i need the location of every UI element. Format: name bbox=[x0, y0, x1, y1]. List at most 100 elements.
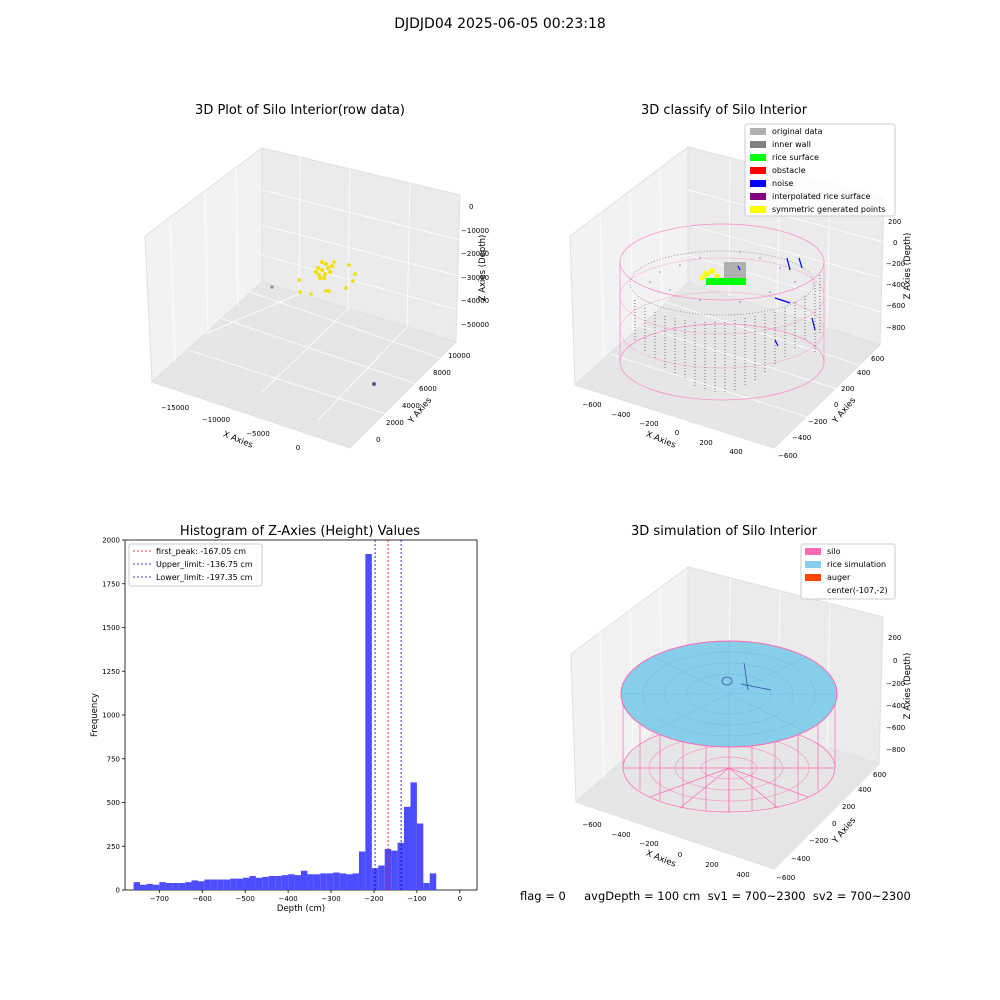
histogram-bar bbox=[404, 806, 411, 890]
raw-ytick: 10000 bbox=[448, 352, 470, 360]
legend-label: auger bbox=[827, 573, 851, 582]
histogram-bar bbox=[307, 874, 314, 890]
raw-ztick: −10000 bbox=[461, 227, 489, 235]
simulation-ytick: 600 bbox=[873, 771, 886, 779]
raw-y-axis-label: Y Axies bbox=[406, 395, 434, 426]
classify-symmetric-points bbox=[699, 268, 720, 281]
legend-label: rice simulation bbox=[827, 560, 886, 569]
classify-ztick: −200 bbox=[886, 260, 905, 268]
histogram-xtick-label: −600 bbox=[193, 895, 212, 903]
classify-ztick: −600 bbox=[886, 302, 905, 310]
raw-ztick: −50000 bbox=[461, 321, 489, 329]
histogram-bar bbox=[172, 883, 179, 890]
histogram-bar bbox=[223, 879, 231, 890]
classify-ztick: −400 bbox=[886, 281, 905, 289]
histogram-bar bbox=[410, 782, 417, 890]
simulation-ytick: 200 bbox=[842, 803, 855, 811]
histogram-ytick-label: 1750 bbox=[102, 580, 120, 588]
histogram-bar bbox=[197, 881, 205, 890]
histogram-bar bbox=[275, 876, 282, 890]
simulation-z-axis-label: Z Axies (Depth) bbox=[903, 653, 913, 720]
histogram-bar bbox=[185, 882, 192, 890]
legend-label: noise bbox=[772, 179, 793, 188]
histogram-bar bbox=[429, 873, 437, 890]
classify-ztick: 200 bbox=[888, 218, 901, 226]
classify-ytick: −400 bbox=[792, 434, 811, 442]
simulation-xtick: −200 bbox=[639, 840, 658, 848]
legend-label: interpolated rice surface bbox=[772, 192, 870, 201]
classify-xtick: −400 bbox=[611, 411, 630, 419]
histogram-ytick-label: 750 bbox=[107, 755, 120, 763]
histogram-bar bbox=[133, 882, 141, 890]
histogram-bar bbox=[313, 874, 321, 890]
classify-ztick: 0 bbox=[893, 239, 897, 247]
raw-xtick: −15000 bbox=[161, 404, 189, 412]
figure-title: DJDJD04 2025-06-05 00:23:18 bbox=[394, 16, 606, 32]
raw-ytick: 0 bbox=[376, 436, 380, 444]
classify-ytick: −600 bbox=[778, 452, 797, 460]
classify-x-axis-label: X Axies bbox=[644, 430, 677, 451]
histogram-bar bbox=[326, 873, 334, 890]
legend-label: center(-107,-2) bbox=[827, 586, 888, 595]
legend-swatch bbox=[750, 193, 766, 200]
histogram-bar bbox=[243, 877, 250, 890]
simulation-xtick: 400 bbox=[736, 871, 749, 879]
histogram-bar bbox=[249, 876, 256, 890]
legend-swatch bbox=[750, 206, 766, 213]
classify-ytick: 0 bbox=[834, 401, 838, 409]
histogram-bar bbox=[288, 874, 295, 890]
histogram-bar bbox=[230, 878, 237, 890]
histogram-bar bbox=[217, 879, 224, 890]
legend-label: symmetric generated points bbox=[772, 205, 885, 214]
simulation-x-axis-label: X Axies bbox=[644, 849, 677, 870]
legend-swatch bbox=[750, 167, 766, 174]
histogram-bar bbox=[152, 884, 160, 890]
histogram-bar bbox=[320, 873, 327, 890]
classify-xtick: 200 bbox=[699, 439, 712, 447]
simulation-ztick: 0 bbox=[893, 657, 897, 665]
histogram-chart: −700 −600 −500 −400 −300 −200 −100 0 0 250 500 750 1… bbox=[90, 537, 478, 914]
legend-swatch bbox=[805, 574, 821, 581]
histogram-bar bbox=[146, 883, 153, 890]
histogram-ytick-label: 250 bbox=[107, 843, 120, 851]
classify-floor-pane bbox=[574, 282, 881, 449]
legend-swatch bbox=[805, 548, 821, 555]
histogram-bars bbox=[133, 554, 437, 890]
histogram-bar bbox=[159, 882, 166, 890]
histogram-bar bbox=[423, 883, 430, 890]
raw-xtick: −5000 bbox=[246, 430, 270, 438]
histogram-bar bbox=[397, 842, 405, 890]
legend-swatch bbox=[750, 154, 766, 161]
histogram-xtick-label: −100 bbox=[407, 895, 426, 903]
classify-xtick: 0 bbox=[675, 429, 679, 437]
histogram-title: Histogram of Z-Axies (Height) Values bbox=[179, 524, 421, 539]
classify-legend: original data inner wall rice surface ob… bbox=[744, 123, 896, 217]
raw-ztick: 0 bbox=[469, 203, 473, 211]
legend-label: Lower_limit: -197.35 cm bbox=[156, 573, 253, 582]
histogram-bar bbox=[378, 865, 385, 890]
legend-swatch bbox=[805, 561, 821, 568]
classify-ytick: 600 bbox=[871, 355, 884, 363]
legend-label: first_peak: -167.05 cm bbox=[156, 547, 246, 556]
histogram-bar bbox=[262, 876, 269, 890]
histogram-bar bbox=[165, 883, 173, 890]
histogram-bar bbox=[236, 878, 244, 890]
histogram-bar bbox=[281, 875, 289, 890]
histogram-bar bbox=[210, 879, 218, 890]
histogram-bar bbox=[255, 877, 263, 890]
histogram-y-axis-label: Frequency bbox=[90, 693, 100, 737]
histogram-ytick-label: 1250 bbox=[102, 668, 120, 676]
simulation-legend: silo rice simulation auger center(-107,-… bbox=[800, 543, 896, 600]
legend-label: Upper_limit: -136.75 cm bbox=[156, 560, 253, 569]
histogram-xtick-label: −400 bbox=[279, 895, 298, 903]
classify-rice-cluster bbox=[706, 278, 746, 285]
simulation-silo-wireframe bbox=[622, 694, 836, 813]
histogram-bar bbox=[391, 850, 398, 890]
histogram-xtick-label: −500 bbox=[236, 895, 255, 903]
simulation-auger bbox=[721, 662, 772, 691]
simulation-floor-pane bbox=[575, 702, 880, 870]
histogram-bar bbox=[365, 554, 372, 890]
raw-xtick: 0 bbox=[296, 444, 300, 452]
raw-ytick: 8000 bbox=[433, 369, 451, 377]
histogram-bar bbox=[294, 875, 301, 890]
